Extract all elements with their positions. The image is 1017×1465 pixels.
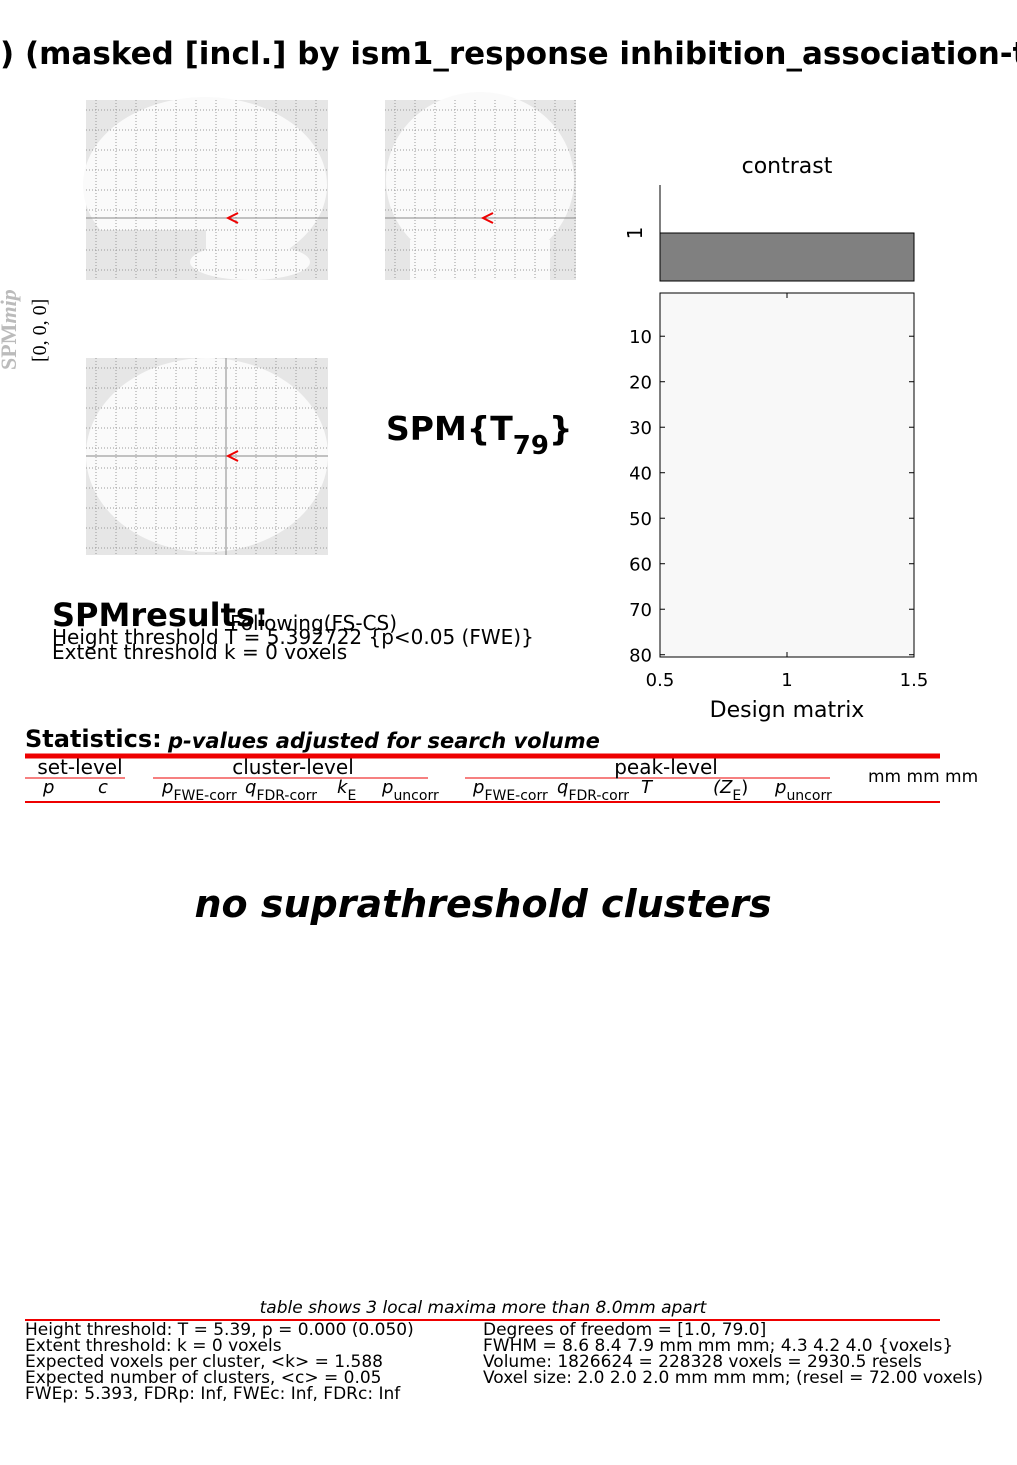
mip-coordinates: [0, 0, 0] <box>29 299 51 362</box>
column-header: puncorr <box>381 777 439 804</box>
column-header: kE <box>337 777 356 804</box>
footer-note: table shows 3 local maxima more than 8.0… <box>260 1298 708 1318</box>
column-header-text: T <box>641 777 654 798</box>
design-matrix-image <box>659 292 915 658</box>
column-header-text: p <box>381 777 393 798</box>
mip-grid <box>86 100 576 555</box>
statistic-label: SPM{T79} <box>386 409 572 461</box>
statistic-close: } <box>549 409 573 448</box>
footer-left-line: Expected voxels per cluster, <k> = 1.588 <box>25 1352 383 1372</box>
mip-label-italic: mip <box>0 289 21 323</box>
statistic-subscript: 79 <box>513 431 549 461</box>
mip-coronal <box>385 92 576 280</box>
column-header-subscript: E <box>347 788 356 804</box>
y-tick-label: 70 <box>629 600 652 621</box>
contrast-name: Following(FS-CS) <box>230 611 397 635</box>
column-header: T <box>641 777 654 798</box>
group-header: peak-level <box>614 755 718 779</box>
y-tick-label: 60 <box>629 555 652 576</box>
y-tick-label: 50 <box>629 509 652 530</box>
group-header: cluster-level <box>232 755 354 779</box>
footer-left-line: FWEp: 5.393, FDRp: Inf, FWEc: Inf, FDRc:… <box>25 1384 401 1404</box>
results-title: SPMresults: <box>52 596 268 634</box>
mip-label-text: SPM <box>0 323 21 370</box>
column-header: puncorr <box>774 777 832 804</box>
statistics-subtitle: p-values adjusted for search volume <box>167 729 600 753</box>
mip-label: SPMmip <box>0 289 21 370</box>
column-header-subscript: FWE-corr <box>484 788 548 804</box>
x-tick-label: 0.5 <box>646 670 675 691</box>
no-results-message: no suprathreshold clusters <box>194 882 771 926</box>
column-header-subscript: FDR-corr <box>256 788 317 804</box>
column-header: c <box>98 777 108 798</box>
footer-right-line: Voxel size: 2.0 2.0 2.0 mm mm mm; (resel… <box>483 1368 983 1388</box>
footer-right-line: FWHM = 8.6 8.4 7.9 mm mm mm; 4.3 4.2 4.0… <box>483 1336 953 1356</box>
design-matrix-xlabel: Design matrix <box>710 698 865 723</box>
footer-right-line: Volume: 1826624 = 228328 voxels = 2930.5… <box>483 1352 922 1372</box>
column-header-subscript: FDR-corr <box>568 788 629 804</box>
column-header-text: p <box>161 777 173 798</box>
footer-left-line: Extent threshold: k = 0 voxels <box>25 1336 282 1356</box>
column-header: pFWE-corr <box>161 777 237 804</box>
column-header-text: c <box>98 777 108 798</box>
statistics-title: Statistics: <box>25 725 162 753</box>
contrast-bar <box>659 232 915 282</box>
column-header-text: (Z <box>713 777 733 798</box>
column-header: pFWE-corr <box>472 777 548 804</box>
y-tick-label: 80 <box>629 646 652 667</box>
x-tick-label: 1.5 <box>900 670 929 691</box>
cursor-markers <box>225 212 494 462</box>
column-header-text: q <box>557 777 568 798</box>
column-header: (ZE) <box>713 777 748 804</box>
column-header-subscript: FWE-corr <box>173 788 237 804</box>
statistic-text: SPM{T <box>386 409 513 448</box>
column-header-text: k <box>337 777 349 798</box>
column-header-text: p <box>472 777 484 798</box>
column-header: qFDR-corr <box>245 777 317 804</box>
footer-left-line: Height threshold: T = 5.39, p = 0.000 (0… <box>25 1320 414 1340</box>
column-header-text: p <box>42 777 54 798</box>
contrast-tick-label: 1 <box>623 227 647 240</box>
height-threshold: Height threshold T = 5.392722 {p<0.05 (F… <box>52 625 534 649</box>
column-header-subscript: uncorr <box>786 788 832 804</box>
column-header-subscript: E <box>732 788 741 804</box>
coordinates-header: mm mm mm <box>868 767 978 787</box>
column-header-text: p <box>774 777 786 798</box>
column-header-close: ) <box>741 777 748 798</box>
footer-right-line: Degrees of freedom = [1.0, 79.0] <box>483 1320 766 1340</box>
y-tick-label: 20 <box>629 373 652 394</box>
x-tick-label: 1 <box>781 670 792 691</box>
contrast-title: contrast <box>742 154 833 179</box>
footer-left-line: Expected number of clusters, <c> = 0.05 <box>25 1368 381 1388</box>
y-tick-label: 10 <box>629 327 652 348</box>
extent-threshold: Extent threshold k = 0 voxels <box>52 640 347 664</box>
y-tick-label: 30 <box>629 418 652 439</box>
column-header: p <box>42 777 54 798</box>
page-title: ) (masked [incl.] by ism1_response inhib… <box>0 36 1017 72</box>
column-header: qFDR-corr <box>557 777 629 804</box>
column-header-text: q <box>245 777 256 798</box>
crosshairs <box>86 217 576 555</box>
y-tick-label: 40 <box>629 464 652 485</box>
column-header-subscript: uncorr <box>393 788 439 804</box>
mip-sagittal <box>83 97 328 280</box>
group-header: set-level <box>37 755 122 779</box>
